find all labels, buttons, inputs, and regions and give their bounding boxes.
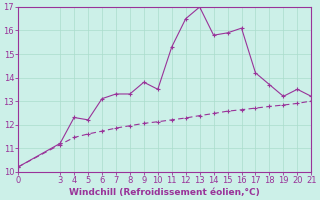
X-axis label: Windchill (Refroidissement éolien,°C): Windchill (Refroidissement éolien,°C) [69,188,260,197]
